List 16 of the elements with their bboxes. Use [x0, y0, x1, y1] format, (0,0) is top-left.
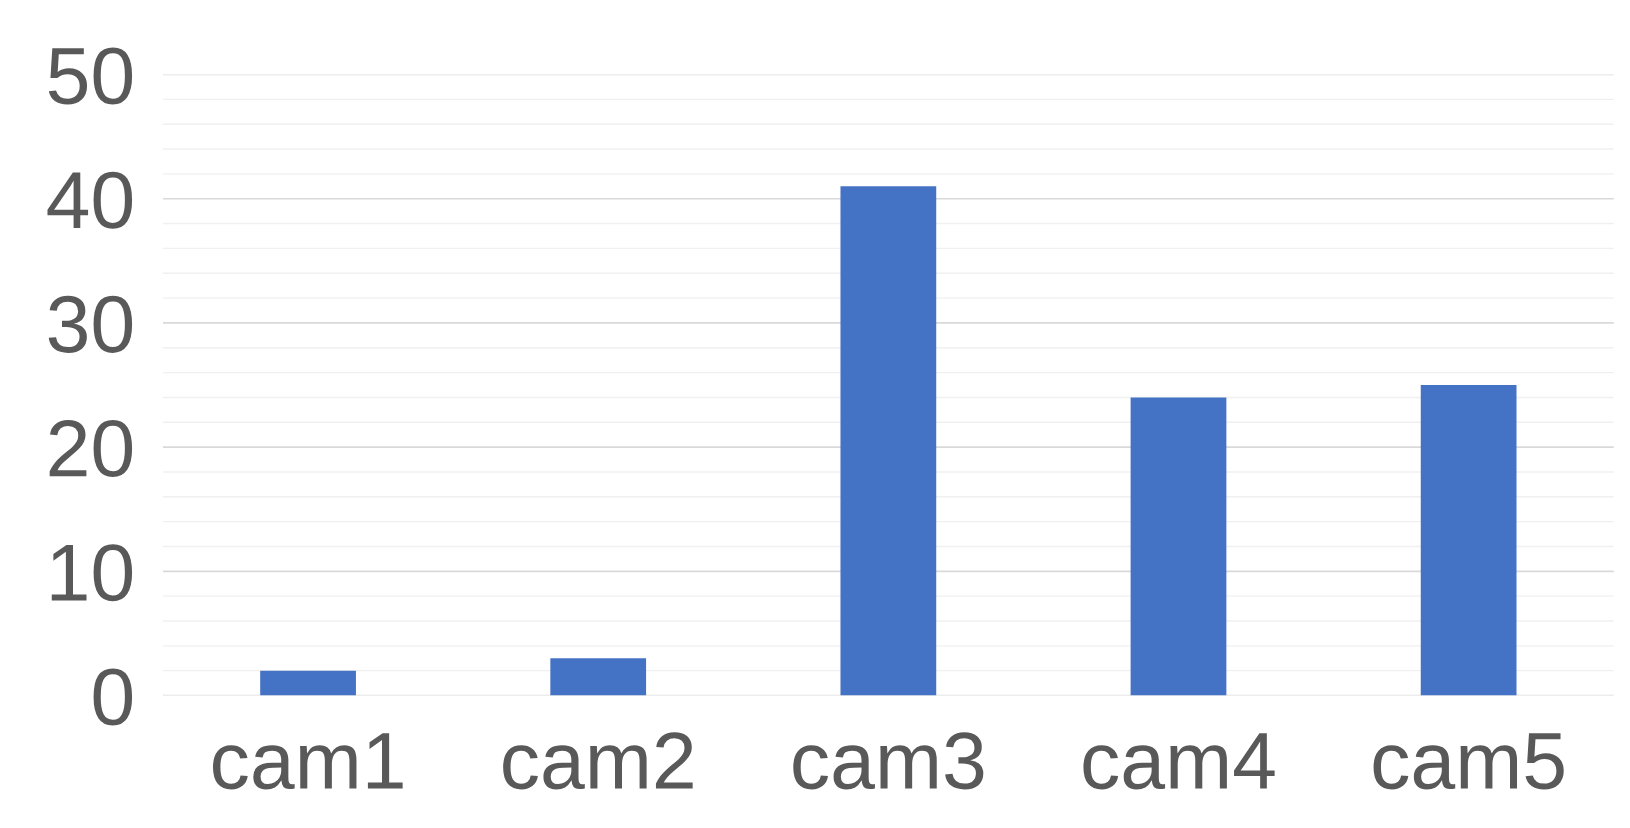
- x-tick-label: cam4: [1083, 733, 1275, 790]
- y-tick-label: 20: [49, 420, 133, 478]
- y-tick-label: 0: [93, 668, 133, 726]
- x-tick-label: cam1: [213, 733, 403, 790]
- y-tick-label: 40: [47, 171, 133, 229]
- bar: [1130, 397, 1227, 696]
- bar: [1420, 385, 1517, 696]
- y-tick-label: 10: [51, 544, 133, 602]
- bar: [260, 670, 356, 696]
- y-tick-label: 50: [48, 47, 133, 105]
- y-tick-label: 30: [48, 295, 133, 353]
- x-tick-label: cam5: [1373, 733, 1564, 790]
- bar: [840, 186, 937, 696]
- x-tick-label: cam2: [503, 732, 693, 790]
- x-tick-label: cam3: [793, 732, 984, 790]
- bar: [550, 658, 647, 696]
